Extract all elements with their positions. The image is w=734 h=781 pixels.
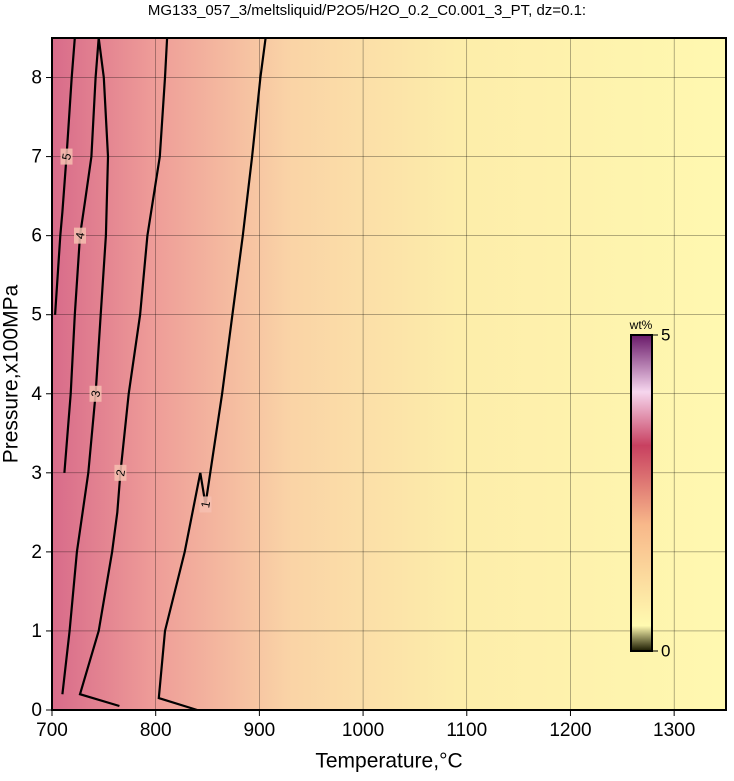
y-tick-label: 6 xyxy=(31,226,42,247)
x-tick-label: 700 xyxy=(36,720,68,741)
contour-label-bg xyxy=(73,227,86,244)
contour-label: 4 xyxy=(73,231,88,240)
x-tick-label: 1100 xyxy=(446,720,487,741)
contour-label-bg xyxy=(89,385,102,402)
colorbar-tick-label: 0 xyxy=(661,641,670,660)
contour-line xyxy=(63,37,100,473)
x-axis-label: Temperature,°C xyxy=(315,750,462,773)
contour-label: 3 xyxy=(88,389,103,398)
contour-line xyxy=(61,37,110,695)
y-tick-label: 4 xyxy=(31,384,42,405)
x-tick-label: 800 xyxy=(140,720,172,741)
plot-frame xyxy=(51,37,727,711)
colorbar-scale xyxy=(630,334,653,652)
y-tick-label: 3 xyxy=(31,463,42,484)
contour-label: 5 xyxy=(59,152,74,161)
y-tick-label: 7 xyxy=(31,147,42,168)
contour-label: 2 xyxy=(113,468,128,477)
contour-line xyxy=(157,37,267,712)
y-axis-label: Pressure,x100MPa xyxy=(0,284,23,463)
y-tick-label: 0 xyxy=(31,700,42,721)
x-tick-label: 900 xyxy=(244,720,276,741)
chart-title: MG133_057_3/meltsliquid/P2O5/H2O_0.2_C0.… xyxy=(148,2,586,19)
contour-line xyxy=(78,37,169,708)
x-tick-label: 1300 xyxy=(653,720,695,741)
colorbar-tick-label: 5 xyxy=(661,325,670,344)
colorbar-label: wt% xyxy=(629,318,653,332)
y-tick-label: 8 xyxy=(31,68,42,89)
contour-label-bg xyxy=(114,464,127,481)
x-tick-label: 1000 xyxy=(342,720,384,741)
x-tick-label: 1200 xyxy=(549,720,591,741)
y-tick-label: 1 xyxy=(31,621,42,642)
contour-label-bg xyxy=(60,148,73,165)
colorbar: wt% 0 5 xyxy=(629,318,671,660)
contour-field xyxy=(52,38,726,710)
grid xyxy=(51,38,726,711)
contour-label-bg xyxy=(199,496,212,513)
y-tick-label: 5 xyxy=(31,305,42,326)
contour-label: 1 xyxy=(198,500,213,509)
y-tick-label: 2 xyxy=(31,542,42,563)
